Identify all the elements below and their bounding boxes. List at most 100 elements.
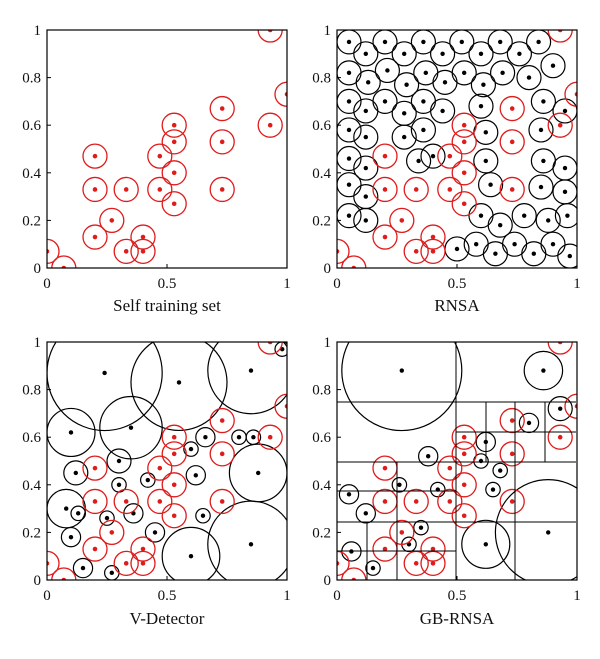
detector-center	[102, 370, 107, 376]
detector-circle	[492, 462, 508, 479]
detector-circle	[72, 557, 94, 579]
detector-circle	[391, 41, 417, 67]
detector-circle	[353, 155, 379, 181]
detector-circle	[185, 465, 206, 486]
detector-circle	[337, 88, 362, 114]
detector-center	[402, 111, 407, 116]
axes-frame	[46, 29, 288, 269]
detector-circle	[552, 98, 577, 124]
detector-center	[567, 253, 572, 259]
self-point	[123, 249, 129, 254]
x-tick-label: 0.5	[158, 276, 177, 292]
self-circle	[564, 81, 577, 107]
self-point	[382, 187, 388, 192]
detector-center	[538, 127, 544, 133]
detector-circle	[47, 407, 96, 458]
detector-center	[562, 108, 568, 114]
y-tick-label: 0.4	[22, 478, 41, 494]
detector-center	[346, 213, 352, 218]
self-point	[509, 451, 515, 457]
self-point	[382, 153, 388, 159]
self-circle	[161, 191, 187, 217]
detector-circle	[487, 212, 513, 238]
detector-center	[430, 153, 436, 159]
detector-center	[478, 103, 484, 109]
self-circle	[372, 176, 398, 203]
detector-circle	[547, 396, 573, 422]
self-circle	[161, 441, 187, 467]
y-tick-label: 0.6	[312, 118, 331, 134]
self-circle	[547, 342, 573, 355]
self-circle	[209, 95, 235, 122]
self-circle	[451, 191, 477, 217]
plot-area	[47, 30, 287, 268]
y-tick-label: 0	[324, 573, 332, 589]
self-point	[123, 187, 129, 192]
self-circle	[451, 112, 477, 138]
detector-circle	[99, 510, 115, 526]
detector-center	[478, 213, 484, 218]
detector-center	[399, 368, 404, 373]
detector-circle	[374, 57, 400, 84]
self-circle	[499, 441, 525, 467]
self-circle	[337, 238, 350, 264]
self-point	[509, 139, 515, 145]
self-circle	[274, 81, 287, 107]
detector-circle	[337, 30, 362, 55]
self-point	[461, 513, 467, 519]
self-circle	[209, 129, 235, 155]
detector-center	[188, 554, 194, 559]
detector-center	[346, 182, 352, 187]
detector-circle	[468, 41, 494, 67]
self-circle	[99, 519, 125, 546]
detector-circle	[557, 243, 577, 268]
detector-circle	[195, 507, 211, 524]
self-point	[140, 234, 146, 240]
self-circle	[437, 455, 463, 481]
y-tick-label: 0.6	[312, 430, 331, 446]
detector-circle	[372, 88, 398, 115]
detector-circle	[47, 342, 163, 432]
detector-circle	[207, 500, 287, 580]
x-tick-label: 0.5	[448, 588, 467, 604]
detector-center	[565, 213, 570, 218]
detector-center	[526, 75, 532, 80]
detector-circle	[60, 526, 82, 548]
self-point	[171, 170, 177, 176]
axes-frame	[336, 341, 578, 581]
y-tick-label: 0	[34, 261, 42, 277]
self-point	[413, 561, 419, 566]
detector-circle	[338, 484, 360, 505]
detector-circle	[528, 174, 554, 200]
self-point	[92, 187, 98, 192]
detector-circle	[461, 519, 511, 569]
detector-center	[418, 525, 424, 530]
self-circle	[547, 424, 573, 450]
self-point	[382, 499, 388, 504]
detector-center	[116, 458, 122, 464]
panel-rnsa: 0 0.2 0.4 0.6 0.8 1 0 0.5 1 RNSA	[312, 23, 581, 315]
panel-self-training-set: 0 0.2 0.4 0.6 0.8 1 0 0.5 1 Self training set	[22, 23, 291, 315]
detector-center	[440, 51, 445, 56]
self-point	[399, 218, 405, 223]
self-circle	[47, 550, 60, 576]
detector-circle	[449, 30, 475, 55]
detector-center	[382, 39, 388, 45]
self-point	[171, 482, 177, 488]
self-circle	[147, 176, 173, 203]
self-circle	[437, 488, 463, 515]
detector-circle	[337, 203, 362, 229]
y-tick-label: 0	[34, 573, 42, 589]
y-tick-label: 0.2	[312, 525, 331, 541]
x-tick-label: 0	[43, 276, 51, 292]
detector-center	[550, 63, 556, 68]
self-point	[123, 561, 129, 566]
detector-center	[68, 430, 74, 435]
self-point	[461, 122, 467, 128]
self-point	[461, 434, 467, 440]
detector-center	[363, 194, 368, 199]
detector-center	[454, 246, 460, 252]
self-circle	[257, 342, 283, 355]
y-tick-label: 0.6	[22, 430, 41, 446]
self-point	[447, 153, 453, 159]
